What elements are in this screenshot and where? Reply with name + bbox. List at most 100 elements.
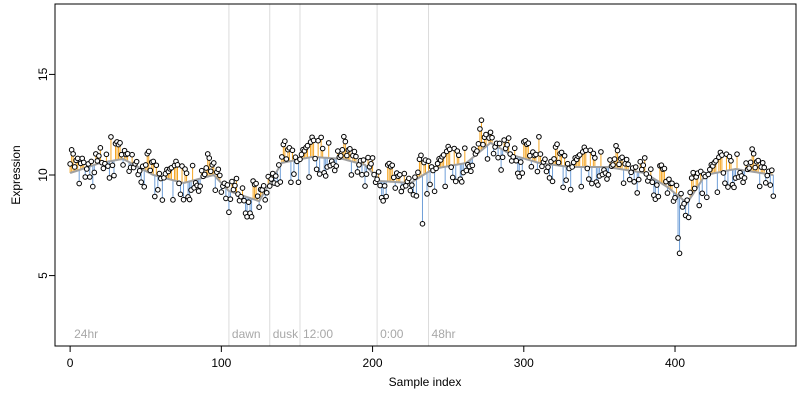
point-190: [354, 169, 361, 175]
point-205: [377, 182, 383, 189]
point-439: [731, 184, 737, 191]
point-56: [152, 193, 158, 200]
point-435: [725, 184, 731, 190]
point-327: [561, 152, 568, 159]
point-61: [159, 197, 166, 203]
point-103: [223, 195, 229, 202]
point-92: [206, 155, 213, 161]
point-197: [365, 154, 371, 161]
point-38: [124, 150, 131, 157]
point-146: [288, 179, 294, 186]
point-275: [483, 131, 489, 138]
y-tick-label-2: 15: [36, 67, 50, 81]
point-449: [746, 165, 752, 171]
point-328: [563, 177, 569, 183]
point-18: [94, 158, 101, 164]
point-271: [477, 126, 483, 132]
point-188: [351, 148, 358, 155]
point-107: [229, 178, 235, 185]
point-453: [752, 164, 758, 171]
point-363: [616, 161, 622, 168]
point-128: [260, 183, 267, 189]
point-115: [241, 197, 247, 204]
point-41: [129, 151, 135, 158]
point-259: [458, 179, 465, 185]
x-tick-label-3: 300: [514, 356, 534, 370]
point-342: [584, 165, 591, 172]
point-194: [360, 157, 367, 163]
point-409: [685, 214, 692, 221]
point-287: [501, 137, 507, 143]
data-points: [67, 117, 777, 257]
point-0: [67, 161, 73, 167]
point-151: [295, 179, 302, 186]
point-272: [478, 117, 485, 123]
point-400: [672, 194, 678, 201]
point-341: [582, 147, 589, 154]
point-118: [245, 199, 252, 205]
point-203: [374, 176, 380, 183]
point-294: [511, 145, 518, 152]
point-214: [390, 174, 397, 181]
point-421: [703, 194, 710, 201]
point-377: [637, 158, 644, 165]
point-269: [474, 148, 480, 154]
point-408: [684, 197, 690, 203]
point-280: [490, 150, 497, 157]
point-416: [696, 202, 703, 209]
point-87: [198, 167, 205, 174]
point-261: [462, 145, 468, 151]
point-105: [226, 209, 232, 216]
point-207: [380, 198, 386, 204]
point-123: [253, 180, 259, 187]
point-459: [761, 164, 768, 171]
point-157: [304, 142, 311, 149]
point-166: [318, 134, 324, 141]
point-44: [133, 158, 140, 165]
point-93: [207, 168, 214, 175]
point-406: [681, 200, 687, 207]
point-14: [88, 158, 95, 165]
point-200: [369, 155, 376, 161]
point-163: [313, 166, 320, 173]
point-75: [180, 196, 187, 203]
point-193: [359, 171, 365, 178]
point-24: [103, 151, 110, 158]
reference-labels: 24hr dawn dusk 12:00 0:00 48hr: [74, 327, 455, 341]
point-441: [734, 151, 740, 157]
point-452: [750, 150, 757, 157]
point-345: [589, 180, 595, 187]
point-20: [97, 145, 104, 151]
point-412: [690, 169, 696, 176]
point-238: [427, 181, 433, 188]
point-55: [150, 158, 157, 165]
reference-label-0: 24hr: [74, 327, 98, 341]
point-455: [755, 157, 761, 164]
reference-label-5: 48hr: [432, 327, 456, 341]
point-35: [120, 162, 126, 168]
point-237: [425, 158, 432, 165]
point-331: [567, 186, 574, 193]
point-73: [177, 191, 184, 198]
point-98: [215, 166, 222, 173]
point-463: [767, 182, 774, 188]
point-360: [611, 156, 618, 162]
reference-label-2: dusk: [273, 327, 299, 341]
point-136: [272, 173, 279, 179]
point-161: [310, 137, 317, 144]
point-181: [341, 133, 347, 140]
x-axis-label: Sample index: [389, 375, 462, 389]
point-228: [412, 174, 418, 181]
point-290: [505, 135, 512, 141]
point-124: [254, 193, 261, 199]
point-195: [362, 183, 368, 189]
point-273: [480, 141, 486, 148]
point-152: [297, 156, 303, 163]
point-393: [661, 165, 668, 172]
point-33: [117, 140, 123, 146]
point-57: [153, 162, 160, 169]
reference-label-3: 12:00: [303, 327, 333, 341]
point-456: [756, 183, 763, 190]
point-109: [232, 182, 238, 189]
point-305: [528, 163, 535, 170]
